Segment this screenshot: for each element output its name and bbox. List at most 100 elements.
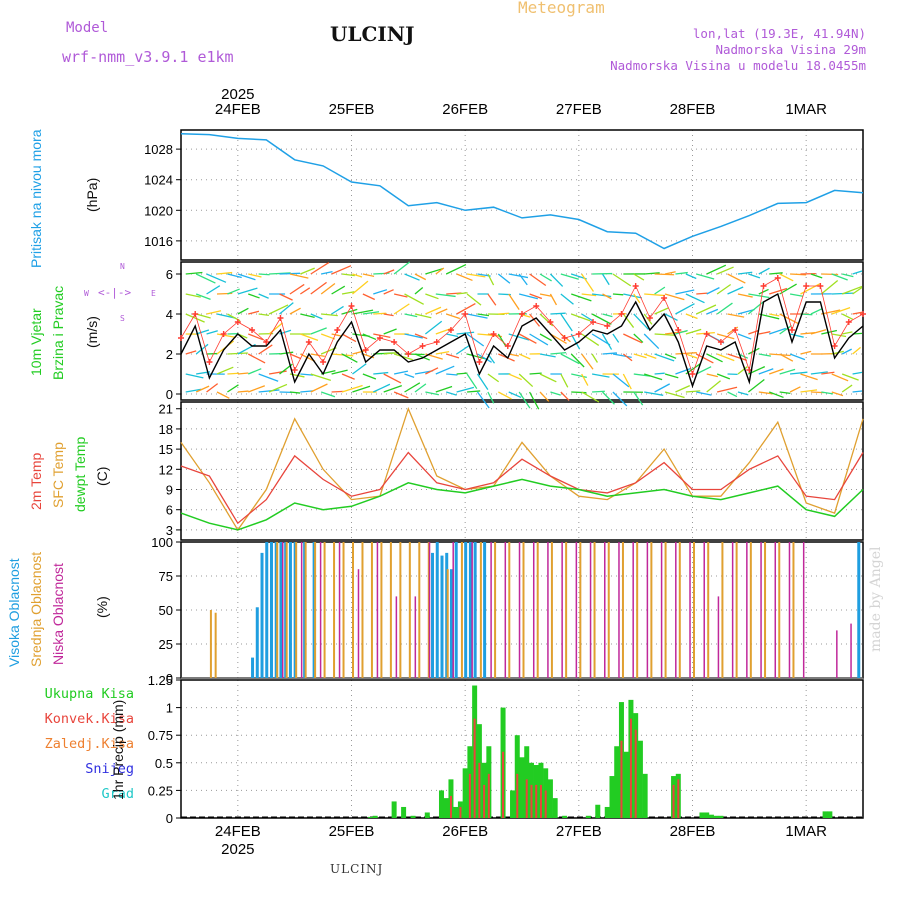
wind-arrow xyxy=(633,353,647,359)
wind-gust-marker xyxy=(433,339,440,345)
wind-arrow xyxy=(487,391,495,404)
wind-gust-marker xyxy=(732,327,739,333)
precip-total-bar xyxy=(637,740,643,818)
wind-arrow xyxy=(279,293,293,301)
wind-arrow xyxy=(841,348,852,355)
cloud-bar xyxy=(836,630,838,678)
cloud-bar xyxy=(468,542,472,678)
wind-arrow xyxy=(748,293,770,299)
wind-arrow xyxy=(852,286,863,295)
wind-arrow xyxy=(185,313,205,323)
wind-arrow xyxy=(571,313,591,322)
wind-gust-marker xyxy=(803,283,810,289)
precip-total-bar xyxy=(462,768,468,818)
cloud-bar xyxy=(380,542,383,678)
wind-arrow xyxy=(310,281,327,295)
wind-arrow xyxy=(466,333,485,347)
wind-arrow xyxy=(248,273,262,278)
precip-total-bar xyxy=(822,811,828,818)
y-tick-label: 15 xyxy=(159,442,173,457)
panel-frame xyxy=(180,401,864,541)
wind-arrow xyxy=(716,373,731,380)
wind-arrow xyxy=(341,373,355,380)
wind-arrow xyxy=(831,373,849,382)
wind-gust-marker xyxy=(760,283,767,289)
cloud-bar xyxy=(636,542,639,678)
wind-arrow xyxy=(508,293,520,310)
wind-arrow xyxy=(800,283,821,295)
cloud-bar xyxy=(760,542,762,678)
wind-arrow xyxy=(779,391,791,395)
wind-arrow xyxy=(435,308,448,315)
compass-n: N xyxy=(120,262,125,271)
wind-arrow xyxy=(310,327,327,335)
cloud-bar xyxy=(593,542,596,678)
wind-gust-marker xyxy=(575,331,582,337)
wind-arrow xyxy=(227,273,242,279)
wind-arrow xyxy=(716,302,733,315)
cloud-bar xyxy=(314,542,317,678)
wind-arrow xyxy=(612,373,630,388)
wind-arrow xyxy=(643,333,660,349)
cloud-bar xyxy=(260,552,264,678)
wind-arrow xyxy=(602,352,617,355)
wind-arrow xyxy=(841,384,853,393)
wind-arrow xyxy=(268,383,288,393)
wind-gust-marker xyxy=(774,275,781,281)
wind-arrow xyxy=(310,383,328,393)
wind-arrow xyxy=(831,307,851,315)
wind-arrow xyxy=(446,373,458,376)
x-tick-label-top: 28FEB xyxy=(670,101,716,118)
wind-arrow xyxy=(279,272,301,275)
wind-arrow xyxy=(539,373,557,383)
wind-arrow xyxy=(716,283,732,295)
wind-arrow xyxy=(331,285,346,295)
cloud-bar xyxy=(251,657,255,678)
wind-arrow xyxy=(414,353,430,361)
wind-arrow xyxy=(549,273,564,287)
temp-unit: (C) xyxy=(94,466,110,486)
wind-arrow xyxy=(602,313,613,318)
wind-gust-marker xyxy=(632,283,639,289)
y-tick-label: 25 xyxy=(159,637,173,652)
wind-gust-marker xyxy=(376,335,383,341)
wind-arrow xyxy=(206,383,219,393)
wind-arrow xyxy=(425,367,439,375)
wind-arrow xyxy=(373,312,387,315)
wind-arrow xyxy=(768,391,784,399)
wind-arrow xyxy=(185,388,202,393)
wind-arrow xyxy=(185,293,201,298)
wind-arrow xyxy=(206,310,222,315)
wind-arrow xyxy=(352,309,374,315)
wind-arrow xyxy=(821,309,841,315)
y-tick-label: 2 xyxy=(166,347,173,362)
precip-total-bar xyxy=(367,816,373,818)
wind-arrow xyxy=(446,391,457,396)
wind-arrow xyxy=(248,333,264,341)
cloud-bar xyxy=(589,542,592,678)
wind-gust-marker xyxy=(860,311,866,317)
cloud-bar xyxy=(281,542,284,678)
wind-arrow xyxy=(810,308,823,315)
cloud-bar xyxy=(319,542,322,678)
wind-arrow xyxy=(508,391,522,399)
axis-ticks: 1016102010241028024636912151821025507510… xyxy=(144,86,827,858)
wind-arrow xyxy=(675,289,695,295)
wind-gust-marker xyxy=(845,319,852,325)
wind-arrow xyxy=(393,370,409,375)
compass-cross-icon: <-|-> xyxy=(98,286,132,299)
wind-arrow xyxy=(800,373,818,381)
cloud-bar xyxy=(532,542,535,678)
wind-arrow xyxy=(195,329,210,335)
wind-arrow xyxy=(393,261,411,275)
wind-arrow xyxy=(560,293,574,305)
wind-arrow xyxy=(549,293,558,306)
wind-arrow xyxy=(487,293,497,306)
cloud-bar xyxy=(323,542,326,678)
wind-arrow xyxy=(404,313,418,318)
wind-arrow xyxy=(675,329,688,335)
cloud-bar xyxy=(376,542,379,678)
wind-arrow xyxy=(633,391,644,406)
wind-gust-marker xyxy=(305,339,312,345)
wind-arrow xyxy=(622,373,632,390)
